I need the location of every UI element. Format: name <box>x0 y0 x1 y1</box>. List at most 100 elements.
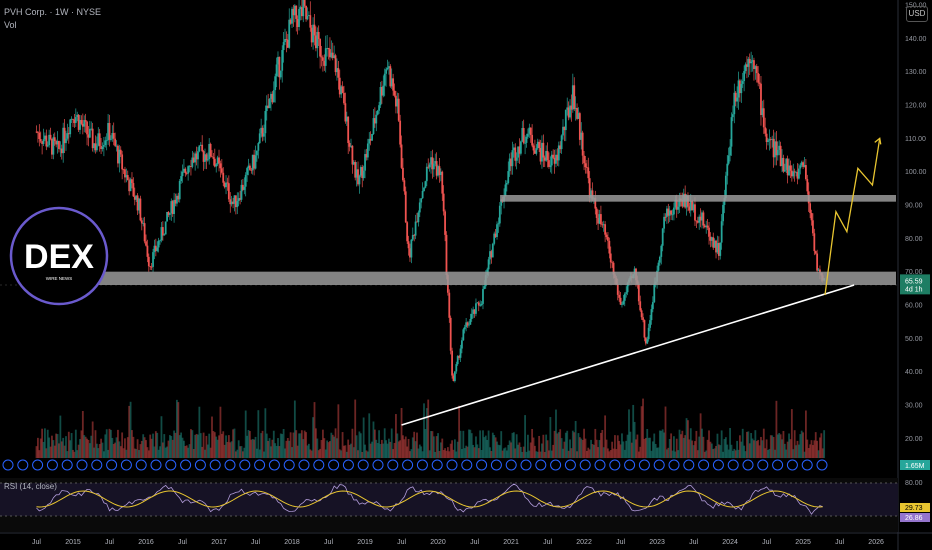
candle <box>578 113 581 140</box>
volume-bar <box>653 433 656 458</box>
volume-bar <box>138 450 140 458</box>
candle <box>223 182 226 188</box>
volume-bar <box>188 444 191 458</box>
volume-bar <box>104 434 107 458</box>
volume-bar <box>543 451 546 458</box>
candle <box>124 169 126 178</box>
candle <box>477 302 480 306</box>
volume-label: Vol <box>4 20 17 30</box>
candle <box>724 175 727 198</box>
volume-bar <box>111 437 114 458</box>
candle <box>743 71 746 82</box>
volume-bar <box>362 417 365 458</box>
volume-bar <box>425 408 428 458</box>
candle <box>246 168 249 175</box>
candle <box>125 175 128 178</box>
volume-bar <box>646 428 649 458</box>
volume-bar <box>673 436 675 458</box>
volume-bar <box>45 448 48 458</box>
candle <box>650 309 653 321</box>
volume-bar <box>256 448 258 458</box>
candle <box>702 212 705 226</box>
candle <box>201 144 204 152</box>
candle <box>338 77 341 95</box>
volume-bar <box>644 437 647 458</box>
volume-bar <box>581 439 584 458</box>
volume-bar <box>98 444 101 458</box>
candle <box>439 171 442 175</box>
candle <box>601 224 604 226</box>
candle <box>497 223 500 225</box>
volume-bar <box>626 434 629 458</box>
candle <box>453 371 456 382</box>
candle <box>392 78 395 91</box>
volume-bar <box>737 449 740 458</box>
currency-button[interactable]: USD <box>906 6 928 22</box>
candle <box>188 166 191 167</box>
candle <box>699 216 702 221</box>
candle <box>790 170 793 177</box>
volume-bar <box>309 449 312 458</box>
volume-bar <box>348 444 351 458</box>
candle <box>107 122 110 141</box>
candle <box>418 202 421 213</box>
volume-bar <box>386 443 389 458</box>
candle <box>411 235 414 240</box>
candle <box>527 133 529 137</box>
volume-bar <box>330 432 333 458</box>
candle <box>646 339 649 344</box>
volume-bar <box>389 441 392 458</box>
candle <box>519 141 522 154</box>
volume-bar <box>73 451 76 458</box>
volume-bar <box>545 434 548 458</box>
logo-text: DEX <box>24 238 94 276</box>
x-tick-label: 2023 <box>649 539 665 546</box>
candle <box>531 134 534 146</box>
volume-bar <box>778 432 781 458</box>
volume-bar <box>84 436 87 458</box>
candle <box>145 241 147 246</box>
volume-bar <box>434 451 437 458</box>
candle <box>140 220 143 224</box>
volume-bar <box>717 444 720 458</box>
volume-bar <box>181 437 184 458</box>
candle <box>386 67 389 70</box>
candle <box>789 165 792 171</box>
volume-bar <box>597 447 600 458</box>
volume-bar <box>702 436 705 458</box>
candle <box>505 183 508 185</box>
volume-bar <box>739 435 741 458</box>
candle <box>605 234 608 238</box>
candle <box>324 48 327 66</box>
volume-bar <box>163 434 166 458</box>
candle <box>197 151 199 160</box>
volume-bar <box>820 433 823 458</box>
candle <box>336 68 338 73</box>
volume-bar <box>380 439 383 458</box>
candle <box>607 237 609 241</box>
candle <box>435 161 438 176</box>
candle <box>528 127 531 134</box>
candle <box>251 154 254 171</box>
volume-bar <box>608 451 611 458</box>
volume-bar <box>239 446 241 458</box>
candle <box>594 197 597 209</box>
volume-bar <box>87 439 90 458</box>
volume-bars <box>35 398 826 458</box>
volume-bar <box>118 441 121 458</box>
volume-bar <box>234 451 237 458</box>
x-tick-label: 2018 <box>284 539 300 546</box>
rsi-label: RSI (14, close) <box>4 482 57 491</box>
volume-bar <box>60 441 63 458</box>
volume-bar <box>726 444 729 458</box>
volume-bar <box>358 431 361 458</box>
candle <box>767 140 769 142</box>
volume-bar <box>46 429 49 458</box>
candle <box>782 157 785 172</box>
volume-bar <box>378 430 380 458</box>
candle <box>407 241 410 249</box>
candle <box>535 148 538 154</box>
candle <box>237 198 240 202</box>
volume-bar <box>115 437 118 458</box>
